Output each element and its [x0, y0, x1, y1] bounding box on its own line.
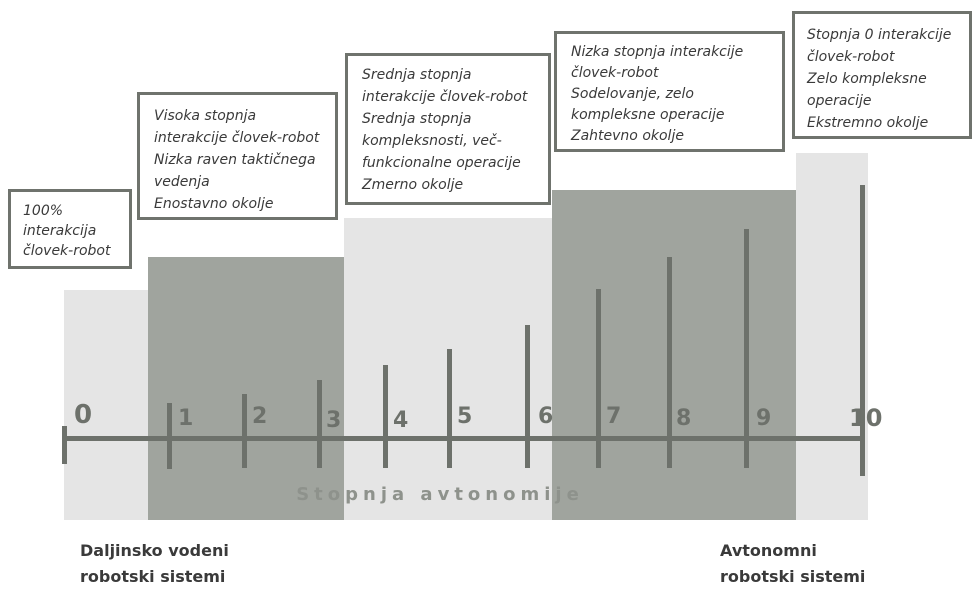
desc-line: operacije: [807, 93, 872, 109]
level-label-7: 7: [606, 404, 622, 429]
desc-line: interakcije človek-robot: [154, 130, 320, 146]
axis-title: Stopnja avtonomije: [296, 484, 584, 505]
desc-line: človek-robot: [23, 243, 111, 259]
right-end-line: robotski sistemi: [720, 567, 866, 586]
left-end-label: Daljinsko vodeni robotski sistemi: [80, 538, 229, 590]
right-end-label: Avtonomni robotski sistemi: [720, 538, 865, 590]
autonomy-axis: [64, 436, 864, 441]
desc-line: Zmerno okolje: [362, 177, 464, 193]
tick-9: [744, 229, 749, 468]
level-label-4: 4: [393, 408, 409, 433]
description-level-2: Srednja stopnja interakcije človek-robot…: [345, 53, 551, 205]
tick-5: [447, 349, 452, 468]
level-label-5: 5: [457, 404, 473, 429]
desc-line: Srednja stopnja: [362, 67, 472, 83]
band-level-4: [796, 153, 868, 520]
tick-6: [525, 325, 530, 468]
level-label-1: 1: [178, 406, 194, 431]
desc-line: človek-robot: [571, 65, 659, 81]
desc-line: Enostavno okolje: [154, 196, 274, 212]
description-level-1: Visoka stopnja interakcije človek-robot …: [137, 92, 338, 220]
desc-line: Nizka stopnja interakcije: [571, 44, 744, 60]
description-level-3: Nizka stopnja interakcije človek-robot S…: [554, 31, 785, 152]
band-level-3: [552, 190, 796, 520]
right-end-line: Avtonomni: [720, 541, 817, 560]
desc-line: kompleksnosti, več-: [362, 133, 502, 149]
level-label-8: 8: [676, 406, 692, 431]
tick-4: [383, 365, 388, 468]
tick-2: [242, 394, 247, 468]
desc-line: Visoka stopnja: [154, 108, 257, 124]
desc-line: funkcionalne operacije: [362, 155, 521, 171]
desc-line: interakcije človek-robot: [362, 89, 528, 105]
tick-10: [860, 185, 865, 476]
tick-3: [317, 380, 322, 468]
desc-line: 100%: [23, 203, 64, 219]
level-label-0: 0: [74, 400, 93, 430]
desc-line: Nizka raven taktičnega: [154, 152, 316, 168]
tick-8: [667, 257, 672, 468]
tick-0: [62, 426, 67, 464]
desc-line: človek-robot: [807, 49, 895, 65]
description-level-0: 100% interakcija človek-robot: [8, 189, 132, 269]
band-level-1: [148, 257, 344, 520]
desc-line: kompleksne operacije: [571, 107, 725, 123]
desc-line: Sodelovanje, zelo: [571, 86, 694, 102]
level-label-10: 10: [849, 404, 883, 432]
level-label-3: 3: [326, 408, 342, 433]
desc-line: Stopnja 0 interakcije: [807, 27, 952, 43]
desc-line: vedenja: [154, 174, 210, 190]
desc-line: Zahtevno okolje: [571, 128, 684, 144]
level-label-9: 9: [756, 406, 772, 431]
desc-line: interakcija: [23, 223, 97, 239]
desc-line: Ekstremno okolje: [807, 115, 929, 131]
description-level-4: Stopnja 0 interakcije človek-robot Zelo …: [792, 11, 972, 139]
desc-line: Srednja stopnja: [362, 111, 472, 127]
left-end-line: robotski sistemi: [80, 567, 226, 586]
level-label-6: 6: [538, 404, 554, 429]
desc-line: Zelo kompleksne: [807, 71, 927, 87]
tick-7: [596, 289, 601, 468]
left-end-line: Daljinsko vodeni: [80, 541, 229, 560]
level-label-2: 2: [252, 404, 268, 429]
band-level-0: [64, 290, 148, 520]
